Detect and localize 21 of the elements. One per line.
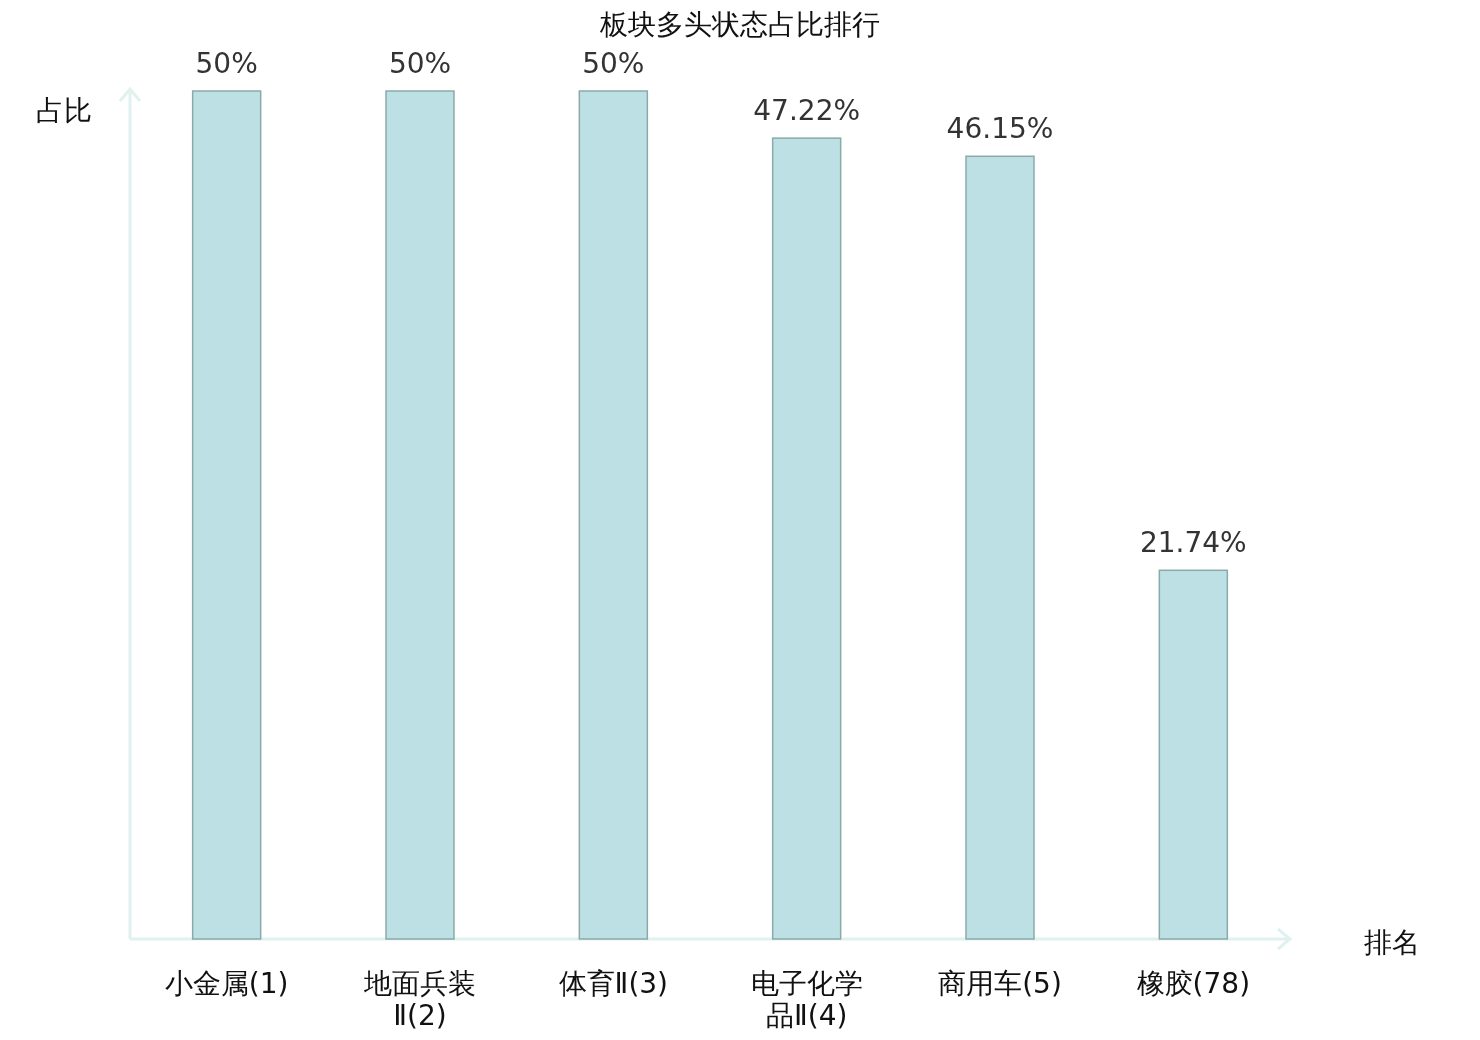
x-tick-label: 体育Ⅱ(3): [558, 967, 669, 1000]
bar: [771, 137, 842, 940]
data-label: 46.15%: [946, 112, 1054, 146]
data-label: 50%: [582, 47, 645, 80]
data-label: 50%: [388, 47, 452, 80]
bar: [1158, 569, 1229, 940]
bar: [578, 90, 649, 940]
bar: [965, 155, 1035, 940]
x-tick-label: 电子化学品Ⅱ(4): [750, 967, 863, 1032]
x-tick-label: 地面兵装Ⅱ(2): [363, 967, 476, 1032]
x-tick-label: 小金属(1): [164, 967, 289, 1000]
x-tick-label: 商用车(5): [938, 967, 1062, 1000]
data-label: 50%: [195, 47, 258, 80]
x-axis-title: 排名: [1364, 926, 1420, 959]
chart-title: 板块多头状态占比排行: [599, 8, 880, 41]
bar: [191, 90, 262, 940]
bar: [385, 90, 455, 940]
data-label: 21.74%: [1139, 526, 1247, 560]
data-label: 47.22%: [753, 94, 861, 128]
x-tick-label: 橡胶(78): [1136, 967, 1251, 1000]
y-axis-title: 占比: [36, 94, 92, 127]
